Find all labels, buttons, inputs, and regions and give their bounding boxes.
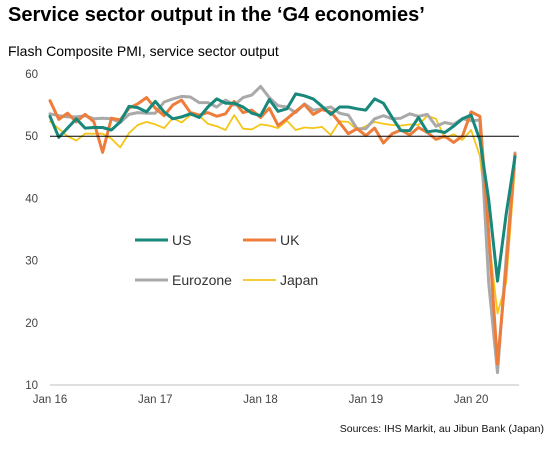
x-tick-label: Jan 18: [243, 394, 278, 406]
source-note: Sources: IHS Markit, au Jibun Bank (Japa…: [339, 423, 544, 435]
series-line-japan: [49, 114, 516, 315]
x-tick-label: Jan 17: [138, 394, 173, 406]
series-line-uk: [48, 96, 517, 366]
y-tick-label: 60: [25, 69, 38, 81]
y-tick-label: 40: [25, 193, 38, 205]
y-tick-label: 20: [25, 318, 38, 330]
y-tick-label: 50: [25, 131, 38, 143]
chart-subtitle: Flash Composite PMI, service sector outp…: [8, 43, 279, 59]
x-tick-label: Jan 20: [454, 394, 489, 406]
chart-title: Service sector output in the ‘G4 economi…: [8, 4, 425, 26]
x-tick-label: Jan 19: [349, 394, 384, 406]
y-tick-label: 10: [25, 380, 38, 392]
legend-label-uk: UK: [280, 232, 300, 248]
legend-label-us: US: [172, 232, 191, 248]
y-tick-label: 30: [25, 256, 38, 268]
series-line-us: [48, 92, 517, 283]
legend-label-japan: Japan: [280, 272, 318, 288]
x-tick-label: Jan 16: [33, 394, 68, 406]
series-line-eurozone: [48, 84, 517, 375]
legend-label-eurozone: Eurozone: [172, 272, 232, 288]
